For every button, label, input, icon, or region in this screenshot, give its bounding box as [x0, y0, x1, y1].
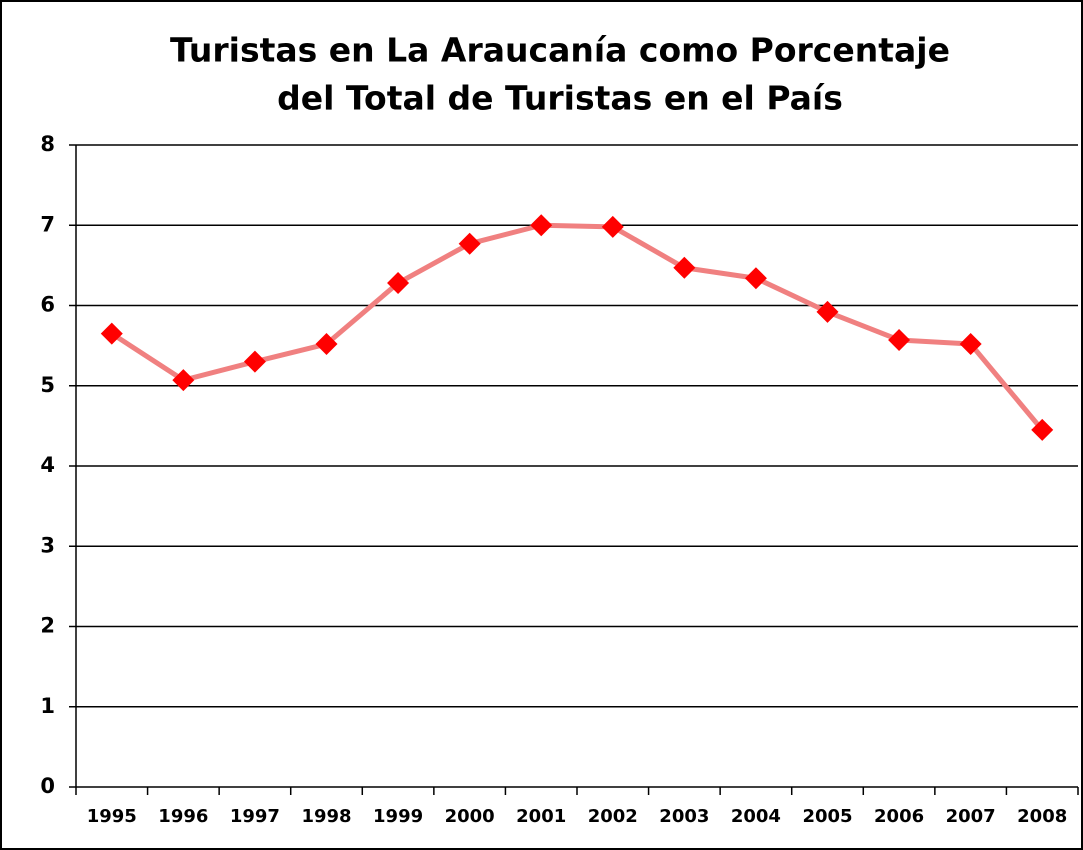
x-tick-label: 1998	[301, 806, 351, 827]
data-point	[1031, 418, 1054, 441]
data-point	[530, 214, 553, 237]
y-tick-label: 1	[40, 694, 55, 718]
series-line	[110, 222, 1045, 432]
x-tick-label: 2003	[659, 806, 709, 827]
y-tick-label: 6	[40, 293, 55, 317]
x-tick-label: 2000	[445, 806, 495, 827]
data-point	[243, 350, 266, 373]
data-point	[458, 232, 481, 255]
x-tick-label: 2001	[516, 806, 566, 827]
y-tick-label: 7	[40, 212, 55, 236]
data-point	[601, 215, 624, 238]
y-tick-label: 2	[40, 614, 55, 638]
x-tick-label: 2002	[588, 806, 638, 827]
data-point	[888, 329, 911, 352]
data-point	[387, 272, 410, 295]
data-point	[172, 369, 195, 392]
x-tick-label: 1997	[230, 806, 280, 827]
y-tick-label: 0	[40, 774, 55, 798]
x-tick-label: 1996	[158, 806, 208, 827]
y-tick-label: 5	[40, 373, 55, 397]
x-tick-label: 2007	[946, 806, 996, 827]
x-tick-label: 2005	[802, 806, 852, 827]
x-tick-label: 1999	[373, 806, 423, 827]
y-tick-label: 3	[40, 533, 55, 557]
data-point	[959, 333, 982, 356]
x-tick-label: 2008	[1017, 806, 1067, 827]
y-tick-label: 4	[40, 453, 55, 477]
y-tick-label: 8	[40, 132, 55, 156]
data-point	[816, 300, 839, 323]
data-point	[100, 322, 123, 345]
data-point	[744, 267, 767, 290]
data-point	[315, 333, 338, 356]
data-point	[673, 256, 696, 279]
chart-title: Turistas en La Araucanía como Porcentaje	[170, 31, 950, 70]
x-tick-label: 2006	[874, 806, 924, 827]
x-tick-label: 2004	[731, 806, 781, 827]
x-tick-label: 1995	[87, 806, 137, 827]
chart-title: del Total de Turistas en el País	[277, 79, 843, 118]
